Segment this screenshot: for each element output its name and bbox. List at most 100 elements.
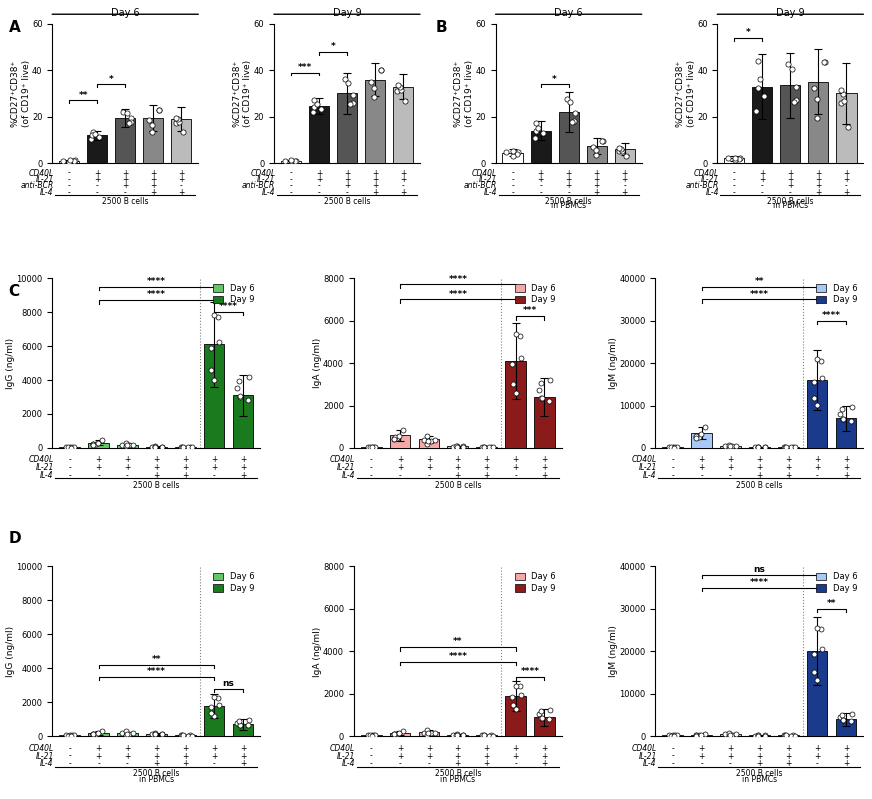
Text: +: + (240, 455, 246, 464)
Text: +: + (150, 181, 156, 190)
Point (542, 713, 556, 725)
Y-axis label: IgM (ng/ml): IgM (ng/ml) (609, 626, 618, 678)
Point (153, 104, 167, 117)
Point (63, 154, 77, 167)
Point (230, 716, 244, 729)
Text: IL-21: IL-21 (36, 752, 54, 761)
Text: +: + (756, 744, 762, 753)
Point (449, 439, 463, 452)
Text: +: + (483, 759, 490, 768)
Point (86, 438, 100, 451)
Text: +: + (182, 744, 188, 753)
Text: IL-4: IL-4 (342, 471, 355, 480)
Text: +: + (542, 455, 548, 464)
Text: -: - (511, 188, 514, 197)
Text: -: - (124, 188, 126, 197)
Bar (419, 439, 439, 448)
Point (64, 440, 78, 453)
Point (758, 729, 772, 742)
Bar (390, 435, 411, 448)
Y-axis label: IgG (ng/ml): IgG (ng/ml) (6, 626, 15, 677)
Text: +: + (454, 471, 461, 480)
Text: -: - (96, 188, 99, 197)
Point (176, 729, 190, 741)
Point (181, 441, 194, 454)
Text: CD40L: CD40L (631, 744, 657, 753)
Text: -: - (511, 175, 514, 184)
Point (477, 440, 491, 453)
Point (367, 729, 381, 741)
Point (535, 392, 548, 404)
Text: +: + (211, 455, 217, 464)
Point (183, 441, 197, 454)
Bar (724, 158, 745, 163)
Bar (309, 106, 329, 163)
Text: +: + (513, 455, 519, 464)
Point (421, 435, 435, 447)
Text: ***: *** (523, 307, 537, 316)
Text: +: + (178, 169, 185, 177)
Text: CD40L: CD40L (631, 455, 657, 464)
Text: ns: ns (753, 565, 766, 574)
Text: +: + (537, 169, 544, 177)
Bar (691, 735, 712, 737)
Text: IL-4: IL-4 (644, 759, 657, 768)
Bar (117, 733, 138, 737)
Point (596, 134, 610, 147)
Point (122, 727, 136, 740)
Point (475, 729, 489, 741)
Text: -: - (761, 181, 764, 190)
Text: +: + (785, 752, 792, 761)
Point (666, 729, 680, 741)
Point (367, 82, 381, 95)
Text: 2500 B cells: 2500 B cells (102, 197, 148, 205)
Point (391, 728, 405, 741)
Point (807, 376, 821, 389)
Text: **: ** (827, 599, 836, 608)
Text: -: - (511, 181, 514, 190)
Text: +: + (371, 181, 378, 190)
Point (119, 725, 133, 737)
Point (176, 125, 190, 138)
Point (85, 133, 99, 145)
Point (514, 352, 528, 365)
Text: +: + (594, 181, 600, 190)
Point (810, 353, 824, 366)
Point (532, 384, 546, 396)
Point (289, 154, 303, 167)
Point (126, 439, 140, 451)
Point (751, 81, 765, 94)
Text: +: + (400, 188, 406, 197)
Text: +: + (727, 752, 733, 761)
Point (836, 412, 850, 425)
Bar (505, 361, 526, 448)
Point (787, 96, 800, 109)
Text: +: + (316, 175, 322, 184)
Point (758, 441, 772, 454)
Point (534, 705, 548, 718)
Text: +: + (316, 169, 322, 177)
Text: -: - (700, 759, 703, 768)
Bar (476, 735, 497, 737)
Bar (59, 161, 79, 163)
Point (154, 728, 168, 741)
Text: +: + (124, 463, 131, 472)
Text: +: + (785, 463, 792, 472)
Point (844, 714, 858, 727)
Point (185, 441, 199, 454)
Text: **: ** (152, 655, 161, 664)
Text: CD40L: CD40L (29, 744, 54, 753)
Point (89, 728, 103, 741)
Point (689, 431, 703, 444)
Point (787, 729, 801, 742)
Text: -: - (671, 744, 674, 753)
Text: +: + (371, 188, 378, 197)
Text: +: + (454, 759, 461, 768)
Point (722, 729, 736, 741)
Point (391, 432, 405, 445)
Bar (534, 718, 555, 737)
Point (810, 674, 824, 686)
Bar (174, 735, 195, 737)
Text: +: + (182, 759, 188, 768)
Point (486, 441, 500, 454)
